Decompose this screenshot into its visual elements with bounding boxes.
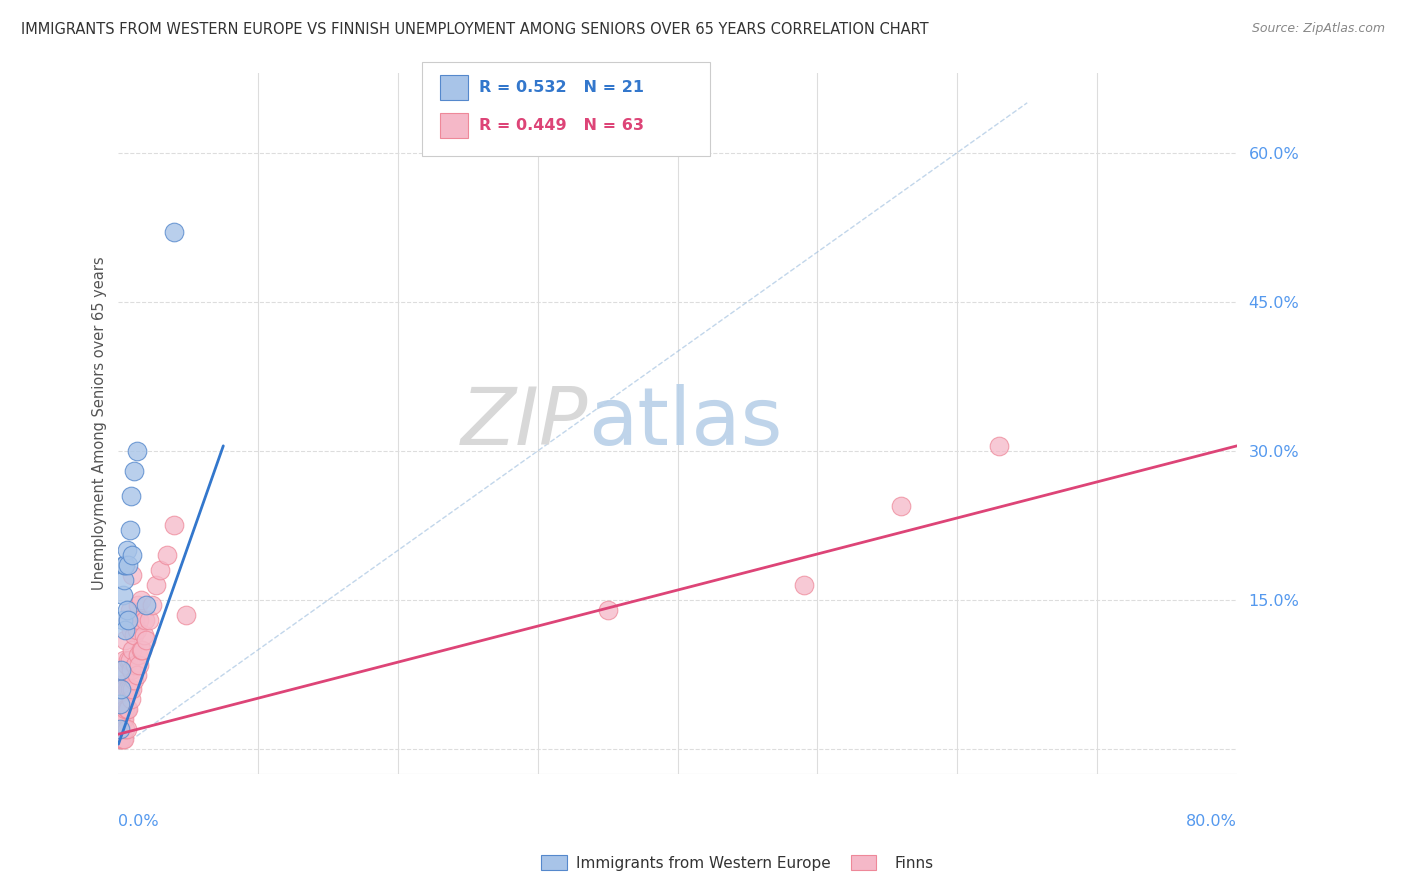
Point <box>135 598 157 612</box>
Point <box>129 593 152 607</box>
Point <box>111 712 134 726</box>
Text: atlas: atlas <box>588 384 783 462</box>
Point <box>163 518 186 533</box>
Point <box>114 702 136 716</box>
Point <box>110 688 132 702</box>
Point <box>121 682 143 697</box>
Text: 0.0%: 0.0% <box>118 814 159 829</box>
Text: Finns: Finns <box>894 856 934 871</box>
Point <box>120 663 142 677</box>
Point <box>117 682 139 697</box>
Point <box>112 667 135 681</box>
Point <box>127 648 149 662</box>
Point <box>138 613 160 627</box>
Point <box>890 499 912 513</box>
Point <box>134 613 156 627</box>
Point <box>596 603 619 617</box>
Point <box>117 613 139 627</box>
Point <box>117 613 139 627</box>
Point <box>118 682 141 697</box>
Point <box>129 642 152 657</box>
Point <box>115 723 138 737</box>
Point <box>118 524 141 538</box>
Point <box>111 698 134 712</box>
Point <box>120 692 142 706</box>
Point <box>118 652 141 666</box>
Point <box>125 443 148 458</box>
Point <box>111 613 134 627</box>
Point <box>111 732 134 747</box>
Point <box>115 603 138 617</box>
Point <box>174 607 197 622</box>
Point <box>145 578 167 592</box>
Point <box>149 563 172 577</box>
Point <box>112 558 135 573</box>
Point <box>108 698 131 712</box>
Point <box>114 623 136 637</box>
Point <box>114 723 136 737</box>
Point <box>115 682 138 697</box>
Point <box>163 225 186 239</box>
Point <box>792 578 814 592</box>
Point <box>112 573 135 587</box>
Text: ZIP: ZIP <box>461 384 588 462</box>
Point <box>156 548 179 562</box>
Text: Immigrants from Western Europe: Immigrants from Western Europe <box>575 856 831 871</box>
Point <box>122 464 145 478</box>
Point <box>112 692 135 706</box>
Point <box>112 652 135 666</box>
Point <box>108 723 131 737</box>
Y-axis label: Unemployment Among Seniors over 65 years: Unemployment Among Seniors over 65 years <box>93 257 107 591</box>
Point <box>127 598 149 612</box>
Point <box>131 642 153 657</box>
Point <box>125 667 148 681</box>
Point <box>124 613 146 627</box>
Point <box>120 489 142 503</box>
Point <box>108 732 131 747</box>
Point <box>128 657 150 672</box>
Point <box>121 568 143 582</box>
Point <box>120 623 142 637</box>
Text: 80.0%: 80.0% <box>1187 814 1237 829</box>
Point <box>111 588 134 602</box>
Point <box>117 652 139 666</box>
Point <box>132 628 155 642</box>
Point <box>118 603 141 617</box>
Point <box>135 632 157 647</box>
Point <box>117 702 139 716</box>
Point <box>141 598 163 612</box>
Text: R = 0.532   N = 21: R = 0.532 N = 21 <box>479 80 644 95</box>
Point <box>125 623 148 637</box>
Point <box>110 682 132 697</box>
Point <box>115 657 138 672</box>
Point <box>114 558 136 573</box>
Point <box>115 543 138 558</box>
Point <box>122 628 145 642</box>
Point <box>112 712 135 726</box>
Point <box>110 663 132 677</box>
Point <box>114 632 136 647</box>
Point <box>128 613 150 627</box>
Text: R = 0.449   N = 63: R = 0.449 N = 63 <box>479 119 644 133</box>
Point <box>988 439 1011 453</box>
Point <box>108 723 131 737</box>
Point <box>124 657 146 672</box>
Point <box>122 673 145 687</box>
Point <box>112 732 135 747</box>
Point <box>115 702 138 716</box>
Point <box>110 732 132 747</box>
Point <box>121 642 143 657</box>
Text: IMMIGRANTS FROM WESTERN EUROPE VS FINNISH UNEMPLOYMENT AMONG SENIORS OVER 65 YEA: IMMIGRANTS FROM WESTERN EUROPE VS FINNIS… <box>21 22 929 37</box>
Point <box>111 677 134 691</box>
Point <box>121 548 143 562</box>
Point <box>110 712 132 726</box>
Point <box>114 682 136 697</box>
Text: Source: ZipAtlas.com: Source: ZipAtlas.com <box>1251 22 1385 36</box>
Point <box>117 558 139 573</box>
Point <box>108 712 131 726</box>
